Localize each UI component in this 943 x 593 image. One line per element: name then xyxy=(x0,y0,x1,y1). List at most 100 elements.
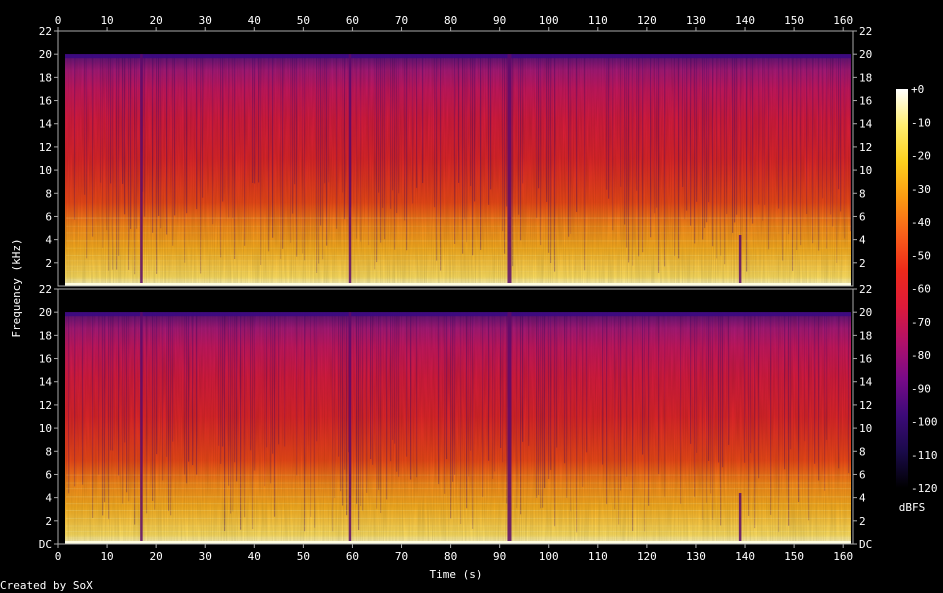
colorbar-tick-label: -30 xyxy=(911,183,931,196)
x-tick-label: 150 xyxy=(784,14,804,27)
y-tick-label: 12 xyxy=(39,141,52,154)
y-tick-label: 2 xyxy=(45,257,52,270)
x-tick-label: 140 xyxy=(735,550,755,563)
colorbar-tick-label: -120 xyxy=(911,482,938,495)
x-tick-label: 90 xyxy=(493,14,506,27)
colorbar-tick-label: +0 xyxy=(911,83,924,96)
y-tick-label: 14 xyxy=(859,376,873,389)
x-tick-label: 110 xyxy=(588,550,608,563)
x-tick-label: 80 xyxy=(444,550,457,563)
quiet-moment-1 xyxy=(348,54,352,286)
footer-credit: Created by SoX xyxy=(0,579,93,592)
y-tick-label: 2 xyxy=(859,257,866,270)
x-tick-label: 60 xyxy=(346,14,359,27)
y-tick-label: 10 xyxy=(859,164,872,177)
dc-band xyxy=(65,541,851,544)
y-axis-label: Frequency (kHz) xyxy=(10,238,23,337)
x-tick-label: 20 xyxy=(150,550,163,563)
y-tick-label: 4 xyxy=(45,234,52,247)
x-tick-label: 40 xyxy=(248,550,261,563)
y-tick-label: DC xyxy=(39,538,52,551)
y-tick-label: 22 xyxy=(859,283,872,296)
x-tick-label: 140 xyxy=(735,14,755,27)
y-tick-label: 22 xyxy=(39,25,52,38)
y-tick-label: 16 xyxy=(39,353,52,366)
colorbar-tick-label: -110 xyxy=(911,449,938,462)
quiet-moment-3 xyxy=(738,235,742,286)
x-tick-label: 70 xyxy=(395,14,408,27)
x-tick-label: 70 xyxy=(395,550,408,563)
colorbar-tick-label: -80 xyxy=(911,349,931,362)
colorbar-tick-label: -60 xyxy=(911,283,931,296)
y-tick-label: 16 xyxy=(39,95,52,108)
y-tick-label: 4 xyxy=(859,234,866,247)
y-tick-label: 22 xyxy=(39,283,52,296)
y-tick-label: 6 xyxy=(859,468,866,481)
y-tick-label: 12 xyxy=(859,141,872,154)
x-tick-label: 100 xyxy=(539,550,559,563)
panel-frame-1 xyxy=(57,30,854,287)
x-tick-label: 20 xyxy=(150,14,163,27)
quiet-moment-0 xyxy=(140,54,143,286)
y-tick-label: 6 xyxy=(45,210,52,223)
y-tick-label: 10 xyxy=(39,422,52,435)
x-tick-label: 50 xyxy=(297,550,310,563)
grain-overlay xyxy=(65,54,851,286)
colorbar-tick-label: -90 xyxy=(911,382,931,395)
y-tick-label: 14 xyxy=(39,118,53,131)
y-tick-label: DC xyxy=(859,538,872,551)
y-tick-label: 8 xyxy=(859,445,866,458)
dc-band xyxy=(65,283,851,286)
x-tick-label: 50 xyxy=(297,14,310,27)
x-tick-label: 60 xyxy=(346,550,359,563)
colorbar-tick-label: -100 xyxy=(911,416,938,429)
x-tick-label: 10 xyxy=(100,550,113,563)
x-tick-label: 100 xyxy=(539,14,559,27)
y-tick-label: 8 xyxy=(859,187,866,200)
quiet-moment-0 xyxy=(140,312,143,544)
panel-frame-2 xyxy=(57,288,854,545)
colorbar-label: dBFS xyxy=(899,501,926,514)
x-axis-label: Time (s) xyxy=(430,568,483,581)
x-tick-label: 0 xyxy=(55,550,62,563)
y-tick-label: 8 xyxy=(45,445,52,458)
y-tick-label: 10 xyxy=(859,422,872,435)
y-tick-label: 16 xyxy=(859,95,872,108)
y-tick-label: 6 xyxy=(859,210,866,223)
y-tick-label: 20 xyxy=(39,306,52,319)
y-tick-label: 2 xyxy=(45,515,52,528)
x-tick-label: 160 xyxy=(833,14,853,27)
y-tick-label: 18 xyxy=(859,329,872,342)
x-tick-label: 80 xyxy=(444,14,457,27)
y-tick-label: 2 xyxy=(859,515,866,528)
y-tick-label: 20 xyxy=(39,48,52,61)
channel-2-spectrogram xyxy=(58,289,853,544)
y-tick-label: 12 xyxy=(859,399,872,412)
x-tick-label: 120 xyxy=(637,550,657,563)
x-tick-label: 0 xyxy=(55,14,62,27)
x-tick-label: 90 xyxy=(493,550,506,563)
y-tick-label: 16 xyxy=(859,353,872,366)
cutoff-band xyxy=(65,312,851,317)
quiet-moment-3 xyxy=(738,493,742,544)
colorbar-tick-label: -40 xyxy=(911,216,931,229)
colorbar-tick-label: -20 xyxy=(911,150,931,163)
x-tick-label: 160 xyxy=(833,550,853,563)
colorbar: +0 -10 -20 -30 -40 -50 -60 -70 -80 -90 -100 -110 -12… xyxy=(896,83,938,495)
x-tick-label: 120 xyxy=(637,14,657,27)
x-tick-label: 30 xyxy=(199,550,212,563)
grain-overlay xyxy=(65,312,851,544)
y-tick-label: 14 xyxy=(39,376,53,389)
colorbar-strip xyxy=(896,89,908,488)
quiet-moment-2 xyxy=(507,54,512,286)
y-tick-label: 22 xyxy=(859,25,872,38)
y-tick-label: 4 xyxy=(859,492,866,505)
quiet-moment-1 xyxy=(348,312,352,544)
x-tick-label: 130 xyxy=(686,550,706,563)
x-tick-label: 110 xyxy=(588,14,608,27)
y-tick-label: 14 xyxy=(859,118,873,131)
y-tick-label: 12 xyxy=(39,399,52,412)
colorbar-tick-label: -70 xyxy=(911,316,931,329)
colorbar-tick-label: -10 xyxy=(911,116,931,129)
